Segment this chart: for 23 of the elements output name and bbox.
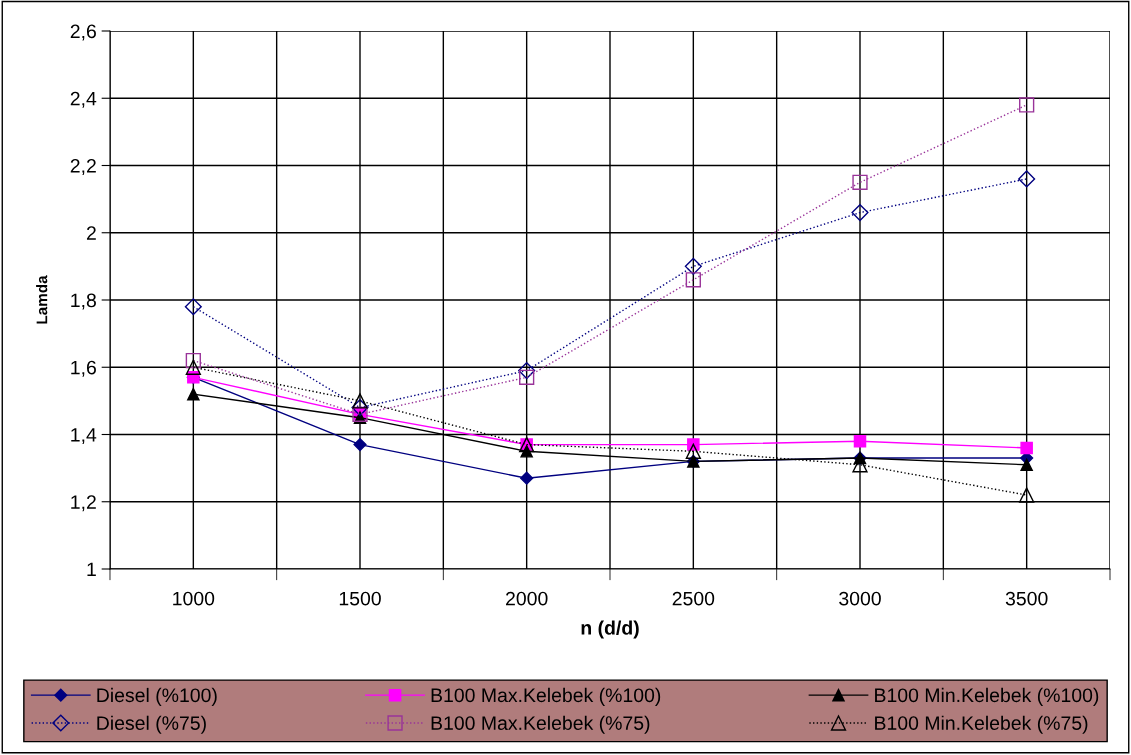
legend-label: Diesel (%100) (97, 687, 217, 706)
x-tick-label: 1000 (173, 591, 215, 606)
x-tick-label: 2000 (506, 591, 548, 606)
y-tick-label: 1,6 (71, 360, 96, 377)
legend-label: B100 Min.Kelebek (%100) (875, 687, 1099, 706)
legend-label: B100 Max.Kelebek (%100) (431, 687, 661, 706)
x-tick-label: 3000 (839, 591, 881, 606)
x-tick-label: 3500 (1005, 591, 1048, 606)
y-tick-label: 1,4 (71, 428, 97, 445)
x-tick-label: 1500 (339, 591, 381, 606)
legend-label: Diesel (%75) (97, 715, 206, 734)
x-axis-title: n (d/d) (581, 620, 639, 639)
y-tick-label: 2,4 (70, 91, 97, 108)
y-tick-label: 2,2 (70, 158, 96, 176)
legend-label: B100 Max.Kelebek (%75) (431, 715, 650, 734)
y-tick-label: 1,2 (71, 495, 96, 512)
y-tick-label: 2 (86, 226, 96, 240)
x-tick-label: 2500 (672, 591, 715, 606)
legend-label: B100 Min.Kelebek (%75) (875, 715, 1088, 734)
y-tick-label: 1 (87, 562, 96, 577)
y-tick-label: 2,6 (70, 24, 96, 41)
y-tick-label: 1,8 (71, 293, 96, 310)
y-axis-title: Lamda (36, 275, 48, 324)
